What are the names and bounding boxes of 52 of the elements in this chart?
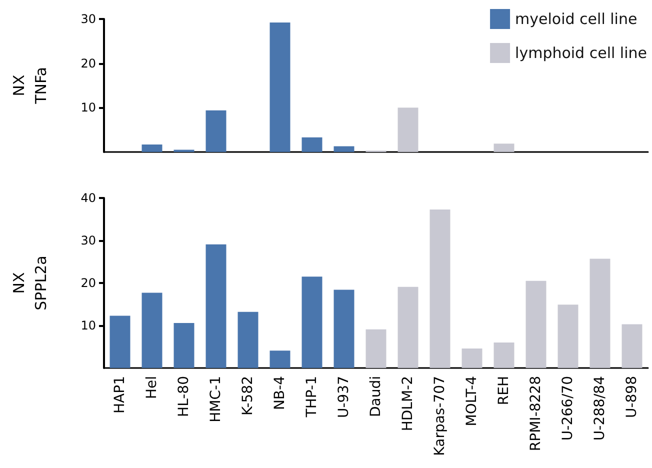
- y-tick-label: 30: [80, 12, 96, 26]
- bar: [174, 322, 194, 368]
- x-tick-label: Daudi: [368, 376, 384, 418]
- x-tick-label: HMC-1: [208, 376, 224, 422]
- bar: [206, 244, 226, 368]
- bar: [334, 290, 354, 368]
- x-tick-label: K-582: [240, 376, 256, 416]
- x-tick-label: HAP1: [112, 376, 128, 414]
- bar: [558, 304, 578, 368]
- bar: [142, 144, 162, 152]
- bar: [270, 22, 290, 152]
- bar: [110, 316, 130, 368]
- x-tick-label: U-898: [624, 376, 640, 418]
- legend-label: lymphoid cell line: [515, 44, 647, 62]
- bar: [398, 108, 418, 152]
- x-tick-label: RPMI-8228: [528, 376, 544, 452]
- bar: [494, 144, 514, 152]
- bar: [622, 324, 642, 368]
- bar: [302, 137, 322, 152]
- x-tick-label: Hel: [144, 376, 160, 400]
- bar: [206, 110, 226, 152]
- bar: [302, 276, 322, 368]
- x-tick-label: HDLM-2: [400, 376, 416, 432]
- bar: [334, 146, 354, 152]
- x-tick-label: Karpas-707: [432, 376, 448, 456]
- x-tick-label: THP-1: [304, 376, 320, 418]
- bar: [494, 342, 514, 368]
- x-tick-label: U-288/84: [592, 376, 608, 441]
- bar: [430, 209, 450, 368]
- y-tick-label: 10: [80, 100, 96, 115]
- y-tick-label: 20: [80, 56, 96, 70]
- y-axis-title: NX TNFa: [10, 67, 50, 105]
- bar: [590, 258, 610, 368]
- x-tick-label: HL-80: [176, 376, 192, 417]
- y-axis-title: NX SPPL2a: [10, 256, 50, 310]
- bar: [270, 350, 290, 368]
- y-tick-label: 20: [80, 276, 96, 290]
- y-tick-label: 40: [80, 191, 96, 205]
- bar: [526, 280, 546, 368]
- bar: [366, 329, 386, 368]
- bar: [142, 292, 162, 368]
- x-tick-label: REH: [496, 376, 512, 406]
- x-tick-label: U-937: [336, 376, 352, 418]
- x-tick-label: U-266/70: [560, 376, 576, 441]
- y-tick-label: 30: [80, 234, 96, 248]
- x-tick-label: MOLT-4: [464, 376, 480, 426]
- bar: [398, 286, 418, 368]
- legend-label: myeloid cell line: [515, 10, 638, 28]
- bar: [238, 312, 258, 368]
- y-tick-label: 10: [80, 318, 96, 332]
- x-tick-label: NB-4: [272, 376, 288, 410]
- bar: [462, 348, 482, 368]
